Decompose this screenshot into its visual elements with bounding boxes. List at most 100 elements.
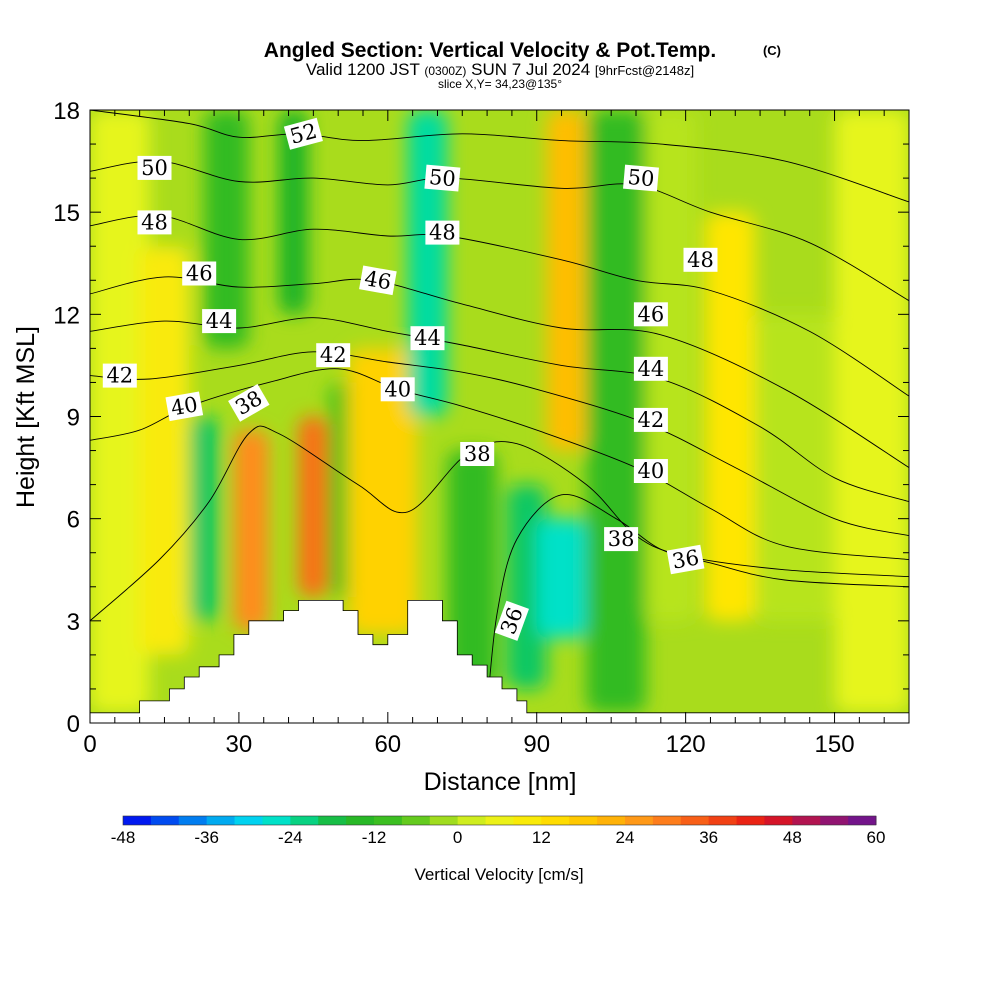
contour-label-box <box>683 247 718 272</box>
x-tick-label: 150 <box>815 731 855 758</box>
contour-label-text: 48 <box>429 221 456 245</box>
colorbar-swatch <box>792 816 821 825</box>
colorbar-tick-label: 60 <box>867 828 886 847</box>
colorbar-swatch <box>820 816 849 825</box>
contour-label: 40 <box>165 391 204 422</box>
colorbar-swatch <box>401 816 431 825</box>
contour-label-text: 42 <box>638 408 665 432</box>
contour-label-text: 48 <box>141 210 168 234</box>
velocity-band <box>705 212 756 621</box>
contour-label: 44 <box>633 356 668 381</box>
colorbar-swatch <box>457 816 487 825</box>
velocity-band <box>90 110 150 713</box>
colorbar-swatch <box>123 816 152 825</box>
contour-label-box <box>623 164 659 192</box>
contour-label: 48 <box>425 220 460 245</box>
colorbar-swatch <box>652 816 682 825</box>
colorbar-tick-label: 0 <box>453 828 462 847</box>
contour-label: 50 <box>137 155 172 180</box>
contour-label: 48 <box>137 210 172 235</box>
subtitle-utc: (0300Z) <box>424 64 466 78</box>
contour-label-text: 46 <box>638 302 665 326</box>
contour-label-box <box>410 326 445 351</box>
contour-label: 42 <box>316 343 351 368</box>
contour-label: 44 <box>202 309 237 334</box>
x-axis: 0 30 60 90 120 150 <box>83 110 910 758</box>
theta-contour-36 <box>486 494 909 710</box>
colorbar-swatch <box>318 816 347 825</box>
contour-label-text: 46 <box>363 266 393 294</box>
colorbar-swatch <box>708 816 738 825</box>
contour-label-box <box>380 377 415 402</box>
contour-label-text: 44 <box>638 357 665 381</box>
colorbar-tick-label: -36 <box>194 828 219 847</box>
x-tick-label: 30 <box>226 731 253 758</box>
contour-label: 50 <box>424 164 461 192</box>
colorbar-tick-label: 48 <box>783 828 802 847</box>
colorbar-tick-label: 24 <box>616 828 635 847</box>
contour-label-text: 50 <box>627 165 656 191</box>
contour-label: 38 <box>460 442 495 466</box>
colorbar-swatch <box>150 816 180 825</box>
x-tick-label: 60 <box>374 731 401 758</box>
x-tick-label: 0 <box>83 731 96 758</box>
velocity-band <box>834 110 909 713</box>
y-tick-label: 9 <box>67 405 80 432</box>
theta-contours <box>90 110 909 710</box>
contour-label: 46 <box>633 302 668 327</box>
subtitle-valid: Valid 1200 JST <box>306 60 420 79</box>
colorbar-swatch <box>848 816 877 825</box>
subtitle-forecast: [9hrFcst@2148z] <box>595 63 694 78</box>
contour-label-text: 42 <box>320 343 347 367</box>
colorbar-swatch <box>290 816 319 825</box>
chart-title-tag: (C) <box>763 43 781 58</box>
contour-label-box <box>460 442 495 466</box>
colorbar-tick-label: 12 <box>532 828 551 847</box>
contour-label: 40 <box>380 377 415 402</box>
contour-label-box <box>359 265 397 296</box>
colorbar-ticks: -48 -36 -24 -12 0 12 24 36 48 60 <box>111 828 886 847</box>
theta-contour-52 <box>90 110 909 203</box>
contour-label-box <box>228 384 270 422</box>
contour-label-text: 38 <box>464 442 491 466</box>
velocity-band <box>536 518 587 638</box>
contour-label-box <box>137 210 172 235</box>
contour-label-box <box>633 459 668 483</box>
colorbar-swatch <box>764 816 793 825</box>
y-tick-label: 6 <box>67 507 80 534</box>
contour-label: 44 <box>410 326 445 351</box>
contour-label-box <box>494 600 529 641</box>
contour-label-text: 44 <box>414 326 441 350</box>
velocity-band <box>586 110 646 713</box>
contour-label-box <box>666 544 705 575</box>
contour-label-box <box>425 220 460 245</box>
velocity-band <box>139 246 190 655</box>
velocity-band <box>546 110 587 451</box>
y-tick-label: 18 <box>53 98 80 125</box>
contour-label-text: 40 <box>384 377 411 401</box>
contour-label-box <box>137 155 172 180</box>
velocity-band <box>348 348 418 635</box>
contour-label-text: 40 <box>169 392 199 420</box>
x-axis-label: Distance [nm] <box>424 768 577 796</box>
contour-label-text: 42 <box>106 364 133 388</box>
y-axis-label: Height [Kft MSL] <box>12 326 40 508</box>
y-tick-label: 15 <box>53 200 80 227</box>
contour-label-text: 50 <box>428 165 457 191</box>
velocity-band <box>407 110 448 417</box>
contour-label: 46 <box>359 265 397 296</box>
contour-label-text: 46 <box>186 262 213 286</box>
terrain <box>90 600 909 723</box>
contour-label: 48 <box>683 247 718 272</box>
colorbar <box>122 815 877 826</box>
colorbar-swatch <box>597 816 626 825</box>
velocity-band <box>755 314 835 621</box>
colorbar-swatch <box>736 816 765 825</box>
colorbar-tick-label: -24 <box>278 828 303 847</box>
contour-label-box <box>633 356 668 381</box>
colorbar-swatch <box>569 816 598 825</box>
velocity-band <box>233 430 269 632</box>
colorbar-swatch <box>234 816 263 825</box>
